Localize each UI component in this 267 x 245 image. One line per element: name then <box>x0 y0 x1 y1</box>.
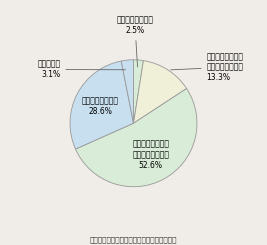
Wedge shape <box>134 61 187 123</box>
Wedge shape <box>121 60 134 123</box>
Text: どちらかといえば
悪くなったと思う
52.6%: どちらかといえば 悪くなったと思う 52.6% <box>132 140 169 170</box>
Text: 出典：内閣府「治安に関する特別世論調査」: 出典：内閣府「治安に関する特別世論調査」 <box>90 236 177 243</box>
Text: 悪くなったと思う
28.6%: 悪くなったと思う 28.6% <box>82 96 119 116</box>
Wedge shape <box>70 61 134 149</box>
Text: わからない
3.1%: わからない 3.1% <box>37 60 125 79</box>
Text: どちらかといえば
よくなったと思う
13.3%: どちらかといえば よくなったと思う 13.3% <box>171 52 244 82</box>
Wedge shape <box>76 88 197 187</box>
Text: よくなったと思う
2.5%: よくなったと思う 2.5% <box>116 16 154 67</box>
Wedge shape <box>134 60 143 123</box>
